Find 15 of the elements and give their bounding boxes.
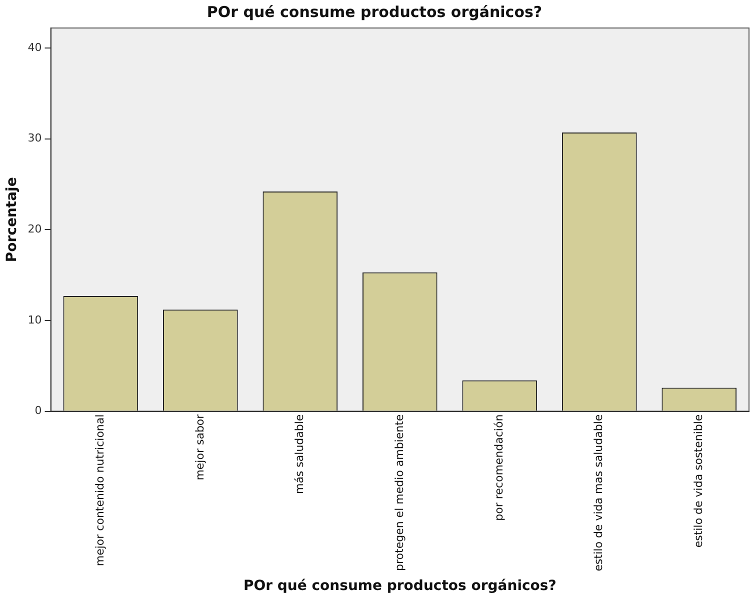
y-tick-label: 0 [34,404,42,418]
y-axis-title: Porcentaje [4,177,20,262]
x-tick-label: más saludable [293,414,306,494]
y-tick-label: 10 [28,313,42,326]
y-tick-label: 30 [28,132,42,145]
y-tick-label: 40 [28,40,42,54]
x-tick-label: mejor contenido nutricional [94,414,107,566]
chart-title: POr qué consume productos orgánicos? [206,2,542,21]
x-tick-label: mejor sabor [193,414,206,480]
x-tick-label: estilo de vida mas saludable [592,414,606,572]
x-tick-label: por recomendación [492,414,506,521]
x-tick-label: estilo de vida sostenible [692,414,705,548]
y-tick-label: 20 [28,222,42,236]
x-axis-title: POr qué consume productos orgánicos? [243,578,556,594]
x-tick-label: protegen el medio ambiente [392,414,406,571]
